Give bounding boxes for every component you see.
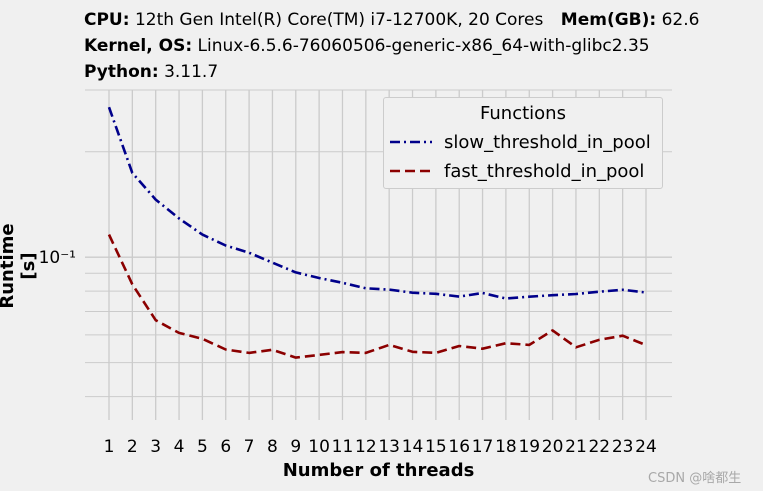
x-tick-label: 4 <box>174 437 185 457</box>
x-tick-label: 20 <box>542 437 564 457</box>
legend-swatch-slow <box>390 140 432 144</box>
legend-title: Functions <box>480 103 566 124</box>
x-tick-label: 13 <box>378 437 400 457</box>
legend-label-fast: fast_threshold_in_pool <box>444 160 645 182</box>
kernel-value: Linux-6.5.6-76060506-generic-x86_64-with… <box>197 36 650 56</box>
series-line-slow <box>107 106 647 300</box>
x-tick-label: 9 <box>290 437 301 457</box>
x-tick-label: 8 <box>267 437 278 457</box>
legend-item-slow: slow_threshold_in_pool <box>390 130 651 154</box>
x-tick-label: 18 <box>495 437 517 457</box>
cpu-value: 12th Gen Intel(R) Core(TM) i7-12700K, 20… <box>134 10 544 30</box>
cpu-key: CPU: <box>84 10 130 30</box>
series-line-fast <box>107 234 647 359</box>
x-tick-label: 23 <box>612 437 634 457</box>
x-tick-label: 16 <box>448 437 470 457</box>
mem-value: 62.6 <box>661 10 700 30</box>
legend-label-slow: slow_threshold_in_pool <box>444 131 651 153</box>
x-tick-label: 7 <box>244 437 255 457</box>
x-tick-label: 12 <box>355 437 377 457</box>
kernel-key: Kernel, OS: <box>84 36 193 56</box>
x-tick-label: 1 <box>104 437 115 457</box>
x-tick-label: 5 <box>197 437 208 457</box>
y-tick-label: 10⁻¹ <box>39 248 76 268</box>
x-tick-label: 19 <box>518 437 540 457</box>
x-tick-label: 15 <box>425 437 447 457</box>
x-tick-label: 24 <box>635 437 657 457</box>
kernel-info: Kernel, OS: Linux-6.5.6-76060506-generic… <box>84 36 650 56</box>
x-tick-label: 10 <box>308 437 330 457</box>
x-tick-label: 2 <box>127 437 138 457</box>
x-tick-label: 3 <box>150 437 161 457</box>
x-tick-label: 22 <box>588 437 610 457</box>
watermark: CSDN @啥都生 <box>648 471 742 486</box>
x-tick-labels: 1 2 3 4 5 6 7 8 9 10 11 12 13 14 15 16 17 18 19 20 21 22 23 24 <box>104 437 657 457</box>
x-tick-label: 6 <box>220 437 231 457</box>
cpu-info: CPU: 12th Gen Intel(R) Core(TM) i7-12700… <box>84 10 699 30</box>
python-info: Python: 3.11.7 <box>84 62 218 82</box>
y-axis-label: Runtime [s] <box>0 223 39 309</box>
y-tick-labels: 10⁻¹ <box>39 248 76 268</box>
x-tick-label: 21 <box>565 437 587 457</box>
python-key: Python: <box>84 62 159 82</box>
x-tick-label: 17 <box>472 437 494 457</box>
x-tick-label: 11 <box>332 437 354 457</box>
x-axis-label: Number of threads <box>282 460 475 481</box>
grid <box>85 89 672 420</box>
series-lines <box>107 106 647 359</box>
legend: Functions slow_threshold_in_pool fast_th… <box>383 97 663 189</box>
mem-key: Mem(GB): <box>560 10 657 30</box>
python-value: 3.11.7 <box>164 62 219 82</box>
x-tick-label: 14 <box>402 437 424 457</box>
legend-swatch-fast <box>390 169 432 173</box>
legend-item-fast: fast_threshold_in_pool <box>390 159 644 183</box>
